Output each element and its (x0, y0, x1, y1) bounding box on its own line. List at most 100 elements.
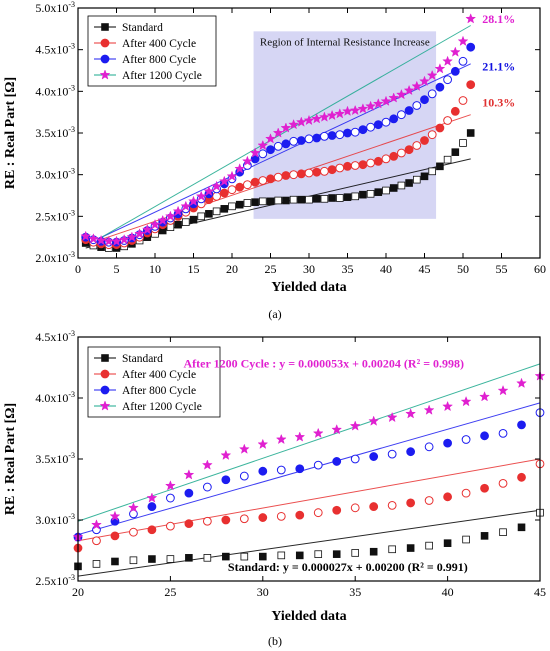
data-point-s0-8 (222, 552, 230, 561)
fit-line-3 (85, 25, 471, 247)
data-point-s2-47 (443, 75, 453, 85)
data-point-s0-22 (480, 532, 489, 540)
data-point-s3-37 (365, 100, 377, 111)
fit-line-1 (77, 458, 541, 542)
data-point-s1-22 (480, 483, 489, 493)
data-point-s1-20 (235, 182, 245, 192)
data-point-s0-29 (305, 195, 313, 204)
data-point-s3-15 (349, 420, 361, 431)
data-point-s2-36 (358, 125, 368, 135)
data-point-s2-38 (373, 120, 383, 130)
x-tick-label-4: 20 (226, 262, 238, 276)
data-point-s0-6 (185, 554, 193, 562)
data-point-s3-22 (249, 147, 261, 158)
data-point-s0-15 (351, 549, 359, 557)
x-tick-label-11: 55 (496, 262, 508, 276)
x-tick-label-6: 30 (303, 262, 315, 276)
y-tick-label-2: 3.5x10-3 (35, 451, 75, 466)
data-point-s3-14 (188, 195, 199, 206)
data-point-s0-41 (397, 181, 406, 190)
data-point-s0-19 (228, 202, 236, 211)
data-point-s3-44 (419, 75, 430, 86)
y-tick-label-3: 3.5x10-3 (35, 125, 75, 140)
data-point-s1-42 (404, 145, 414, 155)
data-point-s3-33 (334, 108, 346, 119)
data-point-s3-31 (318, 111, 330, 122)
data-point-s0-28 (297, 195, 306, 204)
legend-label-2: After 800 Cycle (122, 54, 196, 66)
data-point-s1-46 (435, 123, 445, 133)
data-point-s2-8 (221, 475, 231, 485)
y-tick-label-1: 2.5x10-3 (35, 208, 75, 223)
data-point-s1-19 (227, 185, 237, 195)
data-point-s1-47 (443, 116, 453, 125)
data-point-s2-4 (147, 502, 157, 511)
data-point-s0-31 (320, 195, 329, 203)
data-point-s0-14 (332, 550, 341, 558)
data-point-s3-4 (146, 492, 158, 503)
data-point-s1-24 (266, 174, 275, 184)
data-point-s3-6 (183, 469, 195, 480)
data-point-s0-39 (382, 186, 390, 195)
data-point-s2-44 (420, 95, 429, 105)
data-point-s3-28 (295, 116, 307, 127)
data-point-s3-10 (157, 214, 169, 226)
data-point-s0-5 (166, 555, 175, 563)
data-point-s3-39 (380, 95, 392, 106)
data-point-s1-14 (332, 505, 342, 515)
data-point-s1-17 (212, 191, 222, 201)
data-point-s0-13 (181, 218, 190, 226)
data-point-s2-6 (184, 488, 194, 498)
data-point-s1-50 (466, 80, 476, 90)
annotation-0: 28.1% (482, 12, 515, 26)
data-point-s2-9 (239, 471, 249, 481)
data-point-s3-16 (203, 185, 215, 196)
data-point-s0-20 (443, 539, 452, 547)
data-point-s1-49 (458, 96, 468, 105)
data-point-s2-5 (166, 493, 175, 503)
data-point-s1-26 (281, 171, 291, 180)
data-point-s3-24 (516, 377, 527, 388)
x-tick-label-5: 45 (534, 585, 546, 599)
chart-a: Region of Internal Resistance Increase 0 5… (3, 0, 546, 295)
data-point-s3-11 (164, 210, 176, 221)
y-tick-label-1: 3.0x10-3 (35, 512, 75, 527)
data-point-s3-13 (180, 200, 192, 211)
y-tick-label-2: 3.0x10-3 (35, 167, 75, 182)
data-point-s2-29 (304, 134, 314, 144)
data-point-s0-4 (148, 555, 156, 563)
data-point-s3-43 (411, 80, 423, 91)
data-point-s0-45 (428, 167, 436, 176)
data-point-s1-39 (381, 154, 391, 164)
data-point-s2-17 (387, 449, 397, 459)
data-point-s2-22 (480, 431, 489, 441)
data-point-s0-12 (174, 220, 182, 229)
data-point-s1-18 (406, 498, 416, 508)
data-point-s0-7 (203, 554, 212, 562)
x-tick-label-4: 40 (442, 585, 454, 599)
x-axis-title: Yielded data (271, 280, 346, 295)
data-point-s2-32 (327, 131, 337, 140)
data-point-s0-26 (282, 196, 290, 205)
data-point-s3-4 (111, 235, 122, 246)
data-point-s0-10 (258, 552, 267, 561)
data-point-s3-24 (265, 133, 276, 144)
data-point-s0-22 (251, 198, 259, 206)
x-tick-label-2: 30 (257, 585, 269, 599)
legend-box (87, 15, 217, 87)
data-point-s0-21 (462, 535, 470, 544)
data-point-s1-13 (313, 508, 323, 518)
data-point-s3-8 (220, 449, 232, 460)
data-point-s2-13 (313, 460, 323, 470)
data-point-s2-21 (461, 435, 471, 444)
data-point-s1-23 (498, 479, 508, 488)
data-point-s3-41 (395, 88, 407, 100)
data-point-s2-27 (289, 136, 299, 146)
data-point-s0-11 (277, 551, 286, 560)
data-point-s1-27 (289, 170, 299, 180)
legend-box (87, 346, 221, 418)
x-tick-label-3: 35 (349, 585, 361, 599)
x-tick-label-9: 45 (419, 262, 431, 276)
data-point-s2-50 (466, 42, 476, 52)
panel-label-b: (b) (268, 634, 282, 648)
